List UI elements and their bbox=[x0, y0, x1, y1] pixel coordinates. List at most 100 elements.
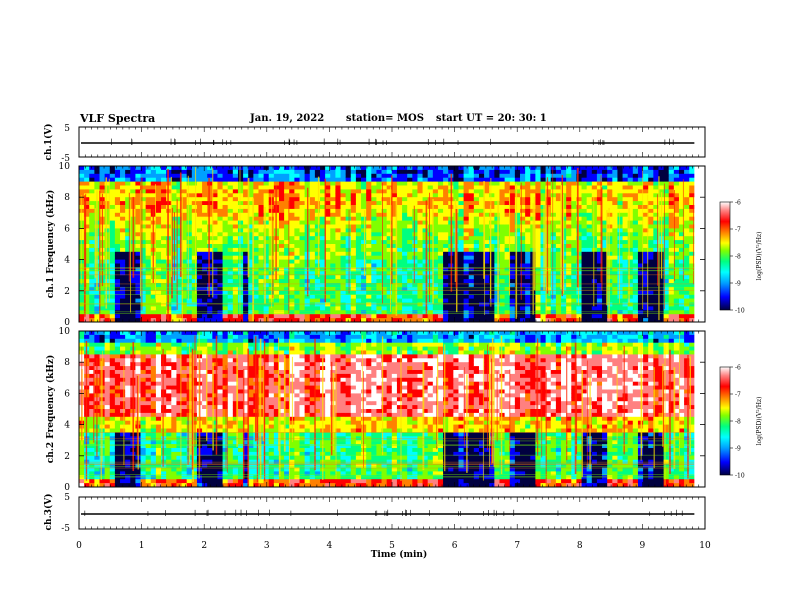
spectrogram-cell bbox=[540, 208, 547, 214]
spectrogram-cell bbox=[499, 306, 506, 311]
spectrogram-cell bbox=[284, 263, 290, 268]
spectrogram-cell bbox=[366, 279, 372, 284]
spectrogram-cell bbox=[530, 318, 536, 323]
spectrogram-cell bbox=[463, 263, 470, 268]
spectrogram-cell bbox=[84, 302, 90, 307]
spectrogram-cell bbox=[232, 232, 239, 237]
spectrogram-cell bbox=[202, 166, 208, 171]
spectrogram-cell bbox=[514, 232, 521, 237]
spectrogram-cell bbox=[212, 173, 218, 179]
spectrogram-cell bbox=[320, 275, 326, 280]
spectrogram-cell bbox=[237, 193, 244, 198]
spectrogram-cell bbox=[155, 166, 162, 171]
spectrogram-cell bbox=[350, 314, 357, 319]
spectrogram-cell bbox=[217, 228, 223, 233]
spectrogram-cell bbox=[622, 169, 629, 175]
spectrogram-cell bbox=[99, 290, 106, 296]
spectrogram-cell bbox=[448, 294, 454, 299]
spectrogram-cell bbox=[412, 173, 418, 179]
spectrogram-cell bbox=[407, 173, 413, 179]
spectrogram-cell bbox=[561, 314, 567, 319]
spectrogram-cell bbox=[145, 224, 152, 229]
spectrogram-cell bbox=[555, 267, 562, 272]
spectrogram-cell bbox=[263, 224, 270, 229]
spectrogram-cell bbox=[299, 318, 306, 323]
spectrogram-cell bbox=[243, 294, 249, 299]
spectrogram-cell bbox=[258, 173, 265, 179]
spectrogram-cell bbox=[525, 306, 531, 311]
spectrogram-cell bbox=[325, 271, 331, 276]
spectrogram-cell bbox=[289, 232, 295, 237]
spectrogram-cell bbox=[591, 286, 598, 292]
spectrogram-cell bbox=[622, 220, 629, 225]
spectrogram-cell bbox=[586, 314, 593, 319]
spectrogram-cell bbox=[689, 232, 695, 237]
spectrogram-cell bbox=[437, 201, 444, 206]
spectrogram-cell bbox=[422, 310, 429, 315]
spectrogram-cell bbox=[309, 275, 316, 280]
spectrogram-cell bbox=[366, 314, 372, 319]
spectrogram-cell bbox=[114, 181, 121, 186]
spectrogram-cell bbox=[166, 224, 172, 229]
spectrogram-cell bbox=[330, 220, 336, 225]
spectrogram-cell bbox=[443, 294, 449, 299]
spectrogram-cell bbox=[427, 173, 434, 179]
spectrogram-cell bbox=[376, 286, 382, 292]
spectrogram-cell bbox=[622, 259, 629, 264]
spectrogram-cell bbox=[130, 290, 136, 296]
spectrogram-cell bbox=[345, 259, 352, 264]
spectrogram-cell bbox=[248, 263, 254, 268]
spectrogram-cell bbox=[525, 208, 531, 214]
spectrogram-cell bbox=[494, 310, 500, 315]
spectrogram-cell bbox=[586, 169, 593, 175]
spectrogram-cell bbox=[653, 201, 659, 206]
spectrogram-cell bbox=[596, 236, 603, 241]
spectrogram-cell bbox=[673, 228, 680, 233]
spectrogram-cell bbox=[391, 169, 398, 175]
spectrogram-cell bbox=[520, 212, 526, 218]
spectrogram-cell bbox=[417, 283, 423, 288]
spectrogram-cell bbox=[135, 177, 141, 182]
spectrogram-cell bbox=[109, 247, 116, 253]
spectrogram-cell bbox=[104, 224, 111, 229]
spectrogram-cell bbox=[612, 275, 618, 280]
spectrogram-cell bbox=[504, 244, 511, 249]
spectrogram-cell bbox=[443, 302, 449, 307]
spectrogram-cell bbox=[104, 259, 111, 264]
spectrogram-cell bbox=[145, 314, 152, 319]
spectrogram-cell bbox=[458, 294, 464, 299]
spectrogram-cell bbox=[458, 197, 464, 202]
spectrogram-cell bbox=[678, 216, 685, 221]
spectrogram-cell bbox=[268, 169, 275, 175]
spectrogram-cell bbox=[366, 294, 372, 299]
spectrogram-cell bbox=[509, 208, 516, 214]
spectrogram-cell bbox=[402, 259, 408, 264]
spectrogram-cell bbox=[161, 193, 167, 198]
spectrogram-cell bbox=[237, 197, 244, 202]
spectrogram-cell bbox=[509, 166, 516, 171]
spectrogram-cell bbox=[391, 267, 398, 272]
spectrogram-cell bbox=[627, 271, 634, 276]
spectrogram-cell bbox=[468, 185, 475, 190]
spectrogram-cell bbox=[350, 255, 357, 260]
spectrogram-cell bbox=[612, 240, 618, 245]
spectrogram-cell bbox=[325, 216, 331, 221]
spectrogram-cell bbox=[576, 236, 582, 241]
spectrogram-cell bbox=[207, 290, 213, 296]
spectrogram-cell bbox=[186, 240, 193, 245]
spectrogram-cell bbox=[232, 193, 239, 198]
spectrogram-cell bbox=[355, 298, 362, 303]
spectrogram-cell bbox=[622, 201, 629, 206]
spectrogram-cell bbox=[355, 275, 362, 280]
spectrogram-cell bbox=[350, 232, 357, 237]
ch1-waveform-ylabel: ch.1(V) bbox=[43, 124, 54, 161]
spectrogram-cell bbox=[309, 244, 316, 249]
spectrogram-cell bbox=[161, 255, 167, 260]
spectrogram-cell bbox=[407, 310, 413, 315]
spectrogram-cell bbox=[89, 177, 95, 182]
spectrogram-cell bbox=[371, 251, 377, 257]
spectrogram-cell bbox=[186, 283, 193, 288]
spectrogram-cell bbox=[550, 244, 557, 249]
spectrogram-cell bbox=[648, 189, 654, 194]
spectrogram-cell bbox=[89, 279, 95, 284]
